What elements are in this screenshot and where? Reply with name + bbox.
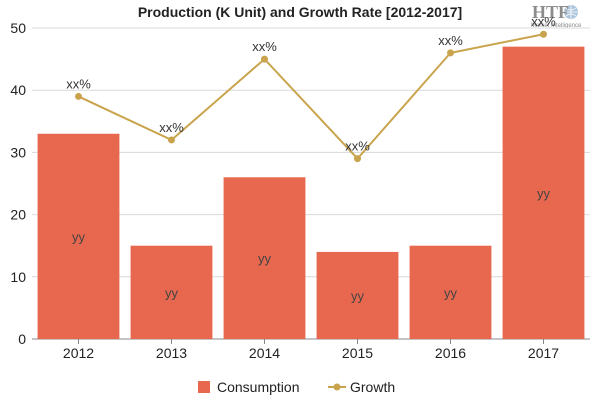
bar-data-label-2016: yy: [444, 285, 458, 300]
y-axis: 0 10 20 30 40 50: [10, 20, 26, 347]
x-tick-label-2012: 2012: [63, 345, 94, 361]
growth-point-2015: [354, 155, 361, 163]
bar-2013: [130, 245, 213, 339]
bars-layer: yy yy yy yy yy yy: [37, 46, 585, 339]
growth-data-label-2012: xx%: [66, 76, 91, 91]
growth-point-2017: [540, 30, 547, 38]
legend-label-consumption: Consumption: [217, 379, 300, 395]
y-tick-label-50: 50: [10, 20, 26, 36]
y-tick-label-10: 10: [10, 269, 26, 285]
growth-data-label-2014: xx%: [252, 39, 277, 54]
bar-2017: [502, 46, 585, 339]
legend-swatch-consumption: [198, 381, 210, 393]
growth-data-label-2013: xx%: [159, 120, 184, 135]
y-tick-label-0: 0: [18, 331, 26, 347]
bar-data-label-2013: yy: [165, 285, 179, 300]
chart-title: Production (K Unit) and Growth Rate [201…: [138, 4, 462, 20]
legend: Consumption Growth: [198, 379, 395, 395]
bar-2014: [223, 177, 306, 339]
y-tick-label-40: 40: [10, 82, 26, 98]
line-layer: xx% xx% xx% xx% xx% xx%: [66, 14, 556, 163]
bar-data-label-2017: yy: [537, 186, 551, 201]
logo-globe-lines: [564, 5, 578, 19]
x-tick-label-2013: 2013: [156, 345, 187, 361]
x-axis: 2012 2013 2014 2015 2016 2017: [63, 339, 559, 361]
growth-line: [78, 33, 544, 161]
legend-label-growth: Growth: [350, 379, 395, 395]
bar-data-label-2015: yy: [351, 288, 365, 303]
bar-2012: [37, 133, 120, 339]
logo-subtitle: Market Intelligence: [531, 23, 582, 29]
growth-point-2016: [447, 49, 454, 57]
bar-2015: [316, 251, 399, 339]
x-tick-label-2014: 2014: [249, 345, 280, 361]
growth-point-2013: [168, 136, 175, 144]
logo-text: HTF: [532, 2, 569, 22]
growth-point-2014: [261, 55, 268, 63]
y-tick-label-20: 20: [10, 207, 26, 223]
growth-data-label-2017: xx%: [531, 14, 556, 29]
htf-logo: HTF Market Intelligence: [531, 2, 582, 29]
bar-2016: [409, 245, 492, 339]
growth-data-label-2016: xx%: [438, 33, 463, 48]
grid-layer: [32, 27, 590, 340]
bar-data-label-2014: yy: [258, 251, 272, 266]
x-tick-label-2017: 2017: [528, 345, 559, 361]
legend-marker-growth: [333, 383, 341, 391]
growth-data-label-2015: xx%: [345, 139, 370, 154]
growth-point-2012: [75, 92, 82, 100]
x-tick-label-2016: 2016: [435, 345, 466, 361]
x-tick-label-2015: 2015: [342, 345, 373, 361]
bar-data-label-2012: yy: [72, 229, 86, 244]
y-tick-label-30: 30: [10, 144, 26, 160]
